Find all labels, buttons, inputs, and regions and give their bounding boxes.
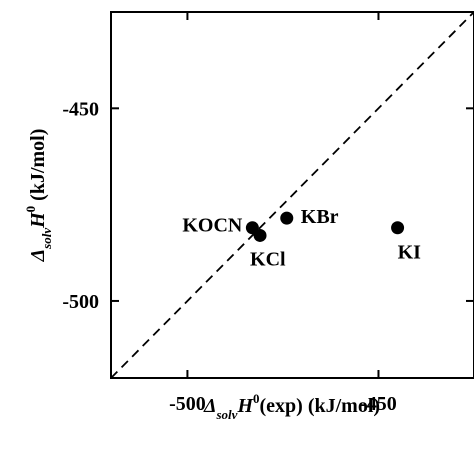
x-axis-title-delta: Δ <box>203 395 217 417</box>
x-axis-title-tail: (exp) (kJ/mol) <box>260 395 381 417</box>
data-points: KOCN KCl KBr KI <box>182 206 421 270</box>
x-axis-title: ΔsolvH0(exp) (kJ/mol) <box>203 391 380 422</box>
x-axis-title-h: H <box>236 395 254 417</box>
plot-frame <box>110 11 474 379</box>
data-point-ki <box>391 221 405 235</box>
point-label-kbr: KBr <box>301 206 339 228</box>
data-point-kbr <box>280 211 294 225</box>
x-tick-label: -500 <box>169 393 206 415</box>
point-label-kcl: KCl <box>250 248 286 270</box>
y-tick-label: -450 <box>62 98 99 120</box>
y-axis-title-delta: Δ <box>27 249 49 263</box>
x-tick-label: -450 <box>360 393 397 415</box>
y-axis-title: ΔsolvH0 (kJ/mol) <box>23 129 54 263</box>
y-axis-title-h: H <box>27 211 49 229</box>
point-label-kocn: KOCN <box>182 215 243 237</box>
x-axis-title-sup: 0 <box>253 391 260 406</box>
axis-ticks: -500 -450 -500 -450 <box>62 12 474 415</box>
point-label-ki: KI <box>398 242 422 264</box>
y-axis-title-tail: (kJ/mol) <box>27 129 49 206</box>
y-tick-label: -500 <box>62 291 99 313</box>
data-point-kcl <box>253 228 267 242</box>
y-axis-title-sup: 0 <box>23 206 38 213</box>
x-axis-title-sub: solv <box>215 407 237 422</box>
identity-reference-line <box>110 11 474 379</box>
y-axis-title-sub: solv <box>39 228 54 250</box>
